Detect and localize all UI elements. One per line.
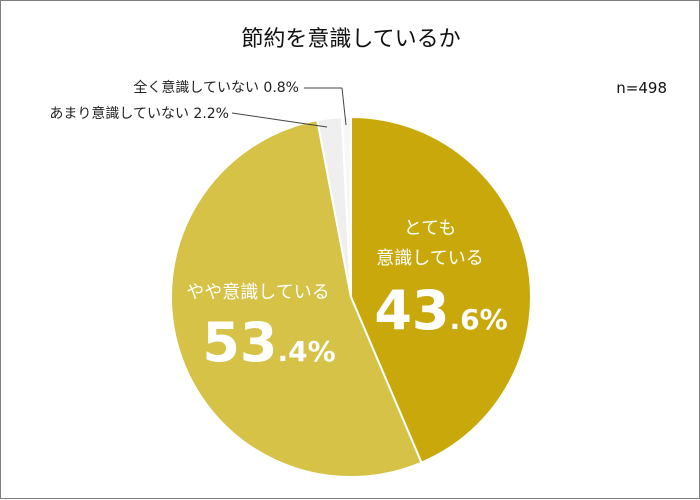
- label-somewhat: やや意識している: [186, 282, 329, 303]
- value-somewhat: 53.4%: [202, 311, 335, 374]
- value-very: 43.6%: [374, 279, 507, 342]
- leader-line-not-much: [231, 112, 328, 128]
- sample-size-label: n=498: [616, 79, 667, 97]
- slice-somewhat-conscious: [170, 119, 423, 478]
- value-somewhat-int: 53: [202, 311, 277, 374]
- label-very-line2: 意識している: [376, 248, 483, 269]
- slice-very-conscious: [350, 115, 532, 464]
- value-somewhat-dec: .4%: [277, 335, 335, 368]
- value-very-int: 43: [374, 279, 449, 342]
- leader-line-not-at-all-v: [341, 87, 347, 126]
- pie-slices: [170, 115, 532, 478]
- slice-not-at-all-conscious: [340, 115, 352, 298]
- chart-title: 節約を意識しているか: [241, 27, 460, 52]
- label-not-much: あまり意識していない 2.2%: [49, 105, 229, 122]
- value-very-dec: .6%: [449, 303, 507, 336]
- label-very-line1: とても: [404, 218, 457, 239]
- label-not-at-all: 全く意識していない 0.8%: [133, 79, 299, 96]
